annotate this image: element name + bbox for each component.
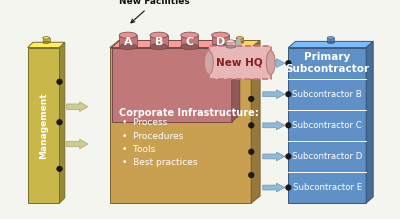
Ellipse shape [266,51,275,74]
Text: New HQ: New HQ [216,58,263,68]
Circle shape [286,60,291,66]
Text: A: A [124,37,132,47]
Text: B: B [154,37,163,47]
FancyBboxPatch shape [209,46,271,79]
Ellipse shape [119,44,137,50]
Polygon shape [28,48,60,203]
Ellipse shape [236,37,243,39]
Polygon shape [112,41,240,48]
Ellipse shape [236,41,243,44]
Polygon shape [288,48,366,203]
Polygon shape [263,183,285,192]
Ellipse shape [212,44,229,50]
Bar [236,38,243,42]
Circle shape [248,149,254,155]
Polygon shape [66,102,88,111]
Circle shape [286,185,291,190]
Bar [226,41,235,47]
Ellipse shape [150,44,168,50]
Text: Management: Management [39,92,48,159]
Circle shape [248,172,254,178]
Circle shape [286,122,291,128]
Circle shape [57,166,62,172]
Ellipse shape [181,32,198,38]
Bar [119,35,137,47]
Text: Subcontractor E: Subcontractor E [293,183,362,192]
Text: Primary
Subcontractor: Primary Subcontractor [285,52,369,74]
Bar [212,35,229,47]
Circle shape [286,91,291,97]
Bar [150,35,168,47]
Circle shape [248,73,254,78]
Text: •  Procedures: • Procedures [122,132,184,141]
Polygon shape [60,42,65,203]
Text: Subcontractor B: Subcontractor B [292,90,362,99]
Polygon shape [28,42,65,48]
Polygon shape [112,48,232,122]
Circle shape [286,154,291,159]
Text: •  Process: • Process [122,118,168,127]
Ellipse shape [43,37,50,39]
Circle shape [57,79,62,85]
Ellipse shape [327,37,334,39]
Circle shape [57,119,62,125]
Text: D: D [216,37,225,47]
Text: New Facilities: New Facilities [119,0,190,23]
Ellipse shape [327,41,334,44]
Text: •  Tools: • Tools [122,145,156,154]
Ellipse shape [150,32,168,38]
Polygon shape [263,121,285,130]
Ellipse shape [226,40,235,43]
Polygon shape [110,41,260,48]
Ellipse shape [43,41,50,44]
Text: Subcontractor C: Subcontractor C [292,121,362,130]
Text: •  Best practices: • Best practices [122,158,198,167]
Text: Subcontractor D: Subcontractor D [292,152,362,161]
Ellipse shape [226,45,235,48]
Polygon shape [66,139,88,149]
Circle shape [248,96,254,102]
Polygon shape [263,59,285,67]
Polygon shape [263,90,285,99]
Polygon shape [288,41,373,48]
Ellipse shape [204,51,213,74]
Ellipse shape [212,32,229,38]
Polygon shape [232,41,240,122]
Text: Corporate Infrastructure:: Corporate Infrastructure: [119,108,258,118]
Ellipse shape [119,32,137,38]
Text: C: C [186,37,194,47]
Circle shape [248,122,254,128]
Bar [327,38,334,42]
Polygon shape [366,41,373,203]
Polygon shape [263,152,285,161]
Bar [43,38,50,42]
Polygon shape [110,48,251,203]
Bar [181,35,198,47]
Ellipse shape [181,44,198,50]
Polygon shape [251,41,260,203]
